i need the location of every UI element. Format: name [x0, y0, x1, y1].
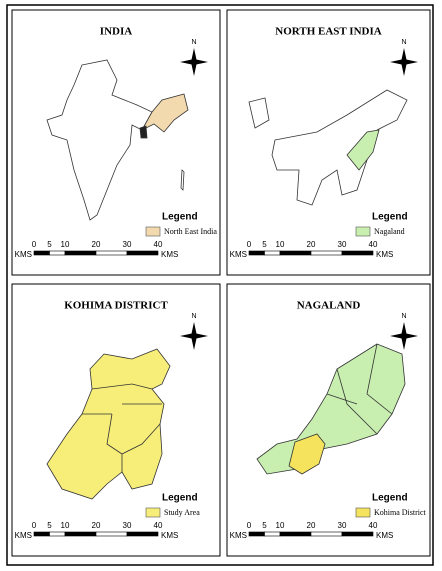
- scale-label: 10: [276, 240, 285, 249]
- scale-segment: [126, 250, 159, 256]
- panel-title: KOHIMA DISTRICT: [64, 300, 168, 312]
- map-region: [139, 125, 148, 139]
- map-panel: NAGALAND N Legend Kohima District 0 5 10 20 30 40…: [226, 283, 431, 557]
- north-arrow: [390, 322, 418, 350]
- legend-label: Kohima District: [374, 508, 427, 517]
- map-panel: NORTH EAST INDIA N Legend Nagaland 0 5 10 20 30 4…: [226, 9, 431, 276]
- scale-segment: [126, 531, 159, 537]
- north-arrow: [180, 322, 208, 350]
- map-region: [82, 383, 162, 472]
- scale-segment: [279, 250, 312, 256]
- map-region: [288, 433, 326, 475]
- scale-segment: [49, 250, 66, 256]
- scale-label: 10: [276, 521, 285, 530]
- panel-border: [11, 9, 221, 276]
- legend-label: Nagaland: [374, 227, 405, 236]
- scale-segment: [310, 531, 343, 537]
- map-region: [46, 348, 171, 500]
- scale-unit: KMS: [161, 250, 178, 259]
- scale-unit: KMS: [376, 250, 393, 259]
- north-label: N: [401, 313, 406, 320]
- scale-label: 0: [32, 521, 37, 530]
- legend-label: Study Area: [164, 508, 200, 517]
- scale-label: 40: [154, 240, 163, 249]
- scale-segment: [248, 250, 265, 256]
- scale-segment: [95, 531, 128, 537]
- north-label: N: [191, 39, 196, 46]
- legend-title: Legend: [372, 212, 408, 223]
- scale-segment: [33, 531, 50, 537]
- map-region: [271, 89, 408, 206]
- scale-unit: KMS: [230, 250, 247, 259]
- legend-title: Legend: [372, 493, 408, 504]
- legend-swatch: [145, 507, 161, 518]
- legend-swatch: [355, 226, 371, 237]
- map-region: [46, 59, 153, 221]
- scale-label: 40: [154, 521, 163, 530]
- north-arrow: [180, 48, 208, 76]
- scale-label: 30: [123, 521, 132, 530]
- north-label: N: [401, 39, 406, 46]
- scale-segment: [310, 250, 343, 256]
- map-region: [248, 97, 270, 129]
- legend-swatch: [355, 507, 371, 518]
- scale-unit: KMS: [230, 531, 247, 540]
- scale-label: 5: [262, 240, 267, 249]
- legend-label: North East India: [164, 227, 217, 236]
- scale-segment: [64, 250, 97, 256]
- scale-label: 5: [47, 240, 52, 249]
- map-region: [326, 343, 393, 435]
- legend-title: Legend: [162, 493, 198, 504]
- scale-segment: [49, 531, 66, 537]
- scale-label: 40: [369, 240, 378, 249]
- scale-label: 0: [247, 521, 252, 530]
- legend-swatch: [145, 226, 161, 237]
- scale-label: 20: [92, 240, 101, 249]
- panel-title: NAGALAND: [297, 300, 361, 312]
- scale-unit: KMS: [15, 531, 32, 540]
- scale-label: 30: [123, 240, 132, 249]
- scale-label: 10: [61, 521, 70, 530]
- scale-segment: [64, 531, 97, 537]
- scale-unit: KMS: [15, 250, 32, 259]
- map-region: [180, 169, 185, 191]
- outer-border: [6, 4, 434, 566]
- panel-title: INDIA: [100, 26, 132, 38]
- scale-label: 5: [262, 521, 267, 530]
- scale-label: 20: [307, 240, 316, 249]
- scale-unit: KMS: [376, 531, 393, 540]
- scale-label: 40: [369, 521, 378, 530]
- scale-label: 20: [92, 521, 101, 530]
- north-arrow: [390, 48, 418, 76]
- scale-segment: [95, 250, 128, 256]
- scale-segment: [341, 531, 374, 537]
- scale-label: 0: [247, 240, 252, 249]
- panel-title: NORTH EAST INDIA: [275, 26, 381, 38]
- scale-label: 20: [307, 521, 316, 530]
- scale-unit: KMS: [161, 531, 178, 540]
- map-region: [346, 129, 380, 171]
- scale-segment: [33, 250, 50, 256]
- north-label: N: [191, 313, 196, 320]
- scale-label: 30: [338, 240, 347, 249]
- legend-title: Legend: [162, 212, 198, 223]
- scale-label: 0: [32, 240, 37, 249]
- scale-segment: [341, 250, 374, 256]
- scale-segment: [279, 531, 312, 537]
- scale-segment: [248, 531, 265, 537]
- scale-label: 30: [338, 521, 347, 530]
- map-panel: KOHIMA DISTRICT N Legend Study Area 0 5 10 20 30…: [11, 283, 221, 557]
- scale-segment: [264, 250, 281, 256]
- scale-label: 10: [61, 240, 70, 249]
- scale-segment: [264, 531, 281, 537]
- scale-label: 5: [47, 521, 52, 530]
